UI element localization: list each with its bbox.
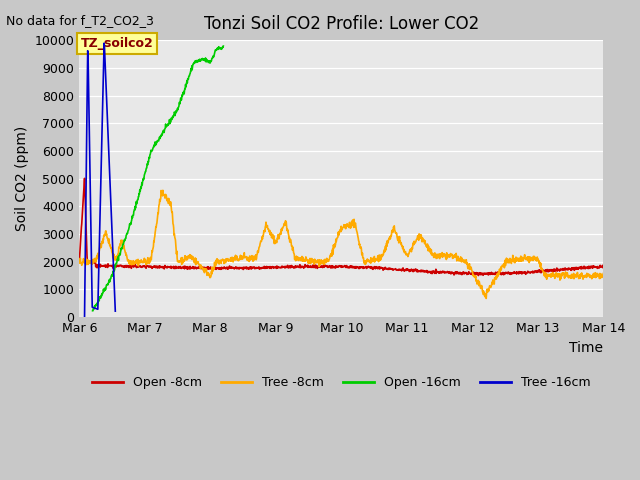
Legend: Open -8cm, Tree -8cm, Open -16cm, Tree -16cm: Open -8cm, Tree -8cm, Open -16cm, Tree -…: [87, 371, 596, 394]
Text: TZ_soilco2: TZ_soilco2: [81, 37, 154, 50]
Text: No data for f_T2_CO2_3: No data for f_T2_CO2_3: [6, 14, 154, 27]
Y-axis label: Soil CO2 (ppm): Soil CO2 (ppm): [15, 126, 29, 231]
X-axis label: Time: Time: [570, 341, 604, 355]
Title: Tonzi Soil CO2 Profile: Lower CO2: Tonzi Soil CO2 Profile: Lower CO2: [204, 15, 479, 33]
